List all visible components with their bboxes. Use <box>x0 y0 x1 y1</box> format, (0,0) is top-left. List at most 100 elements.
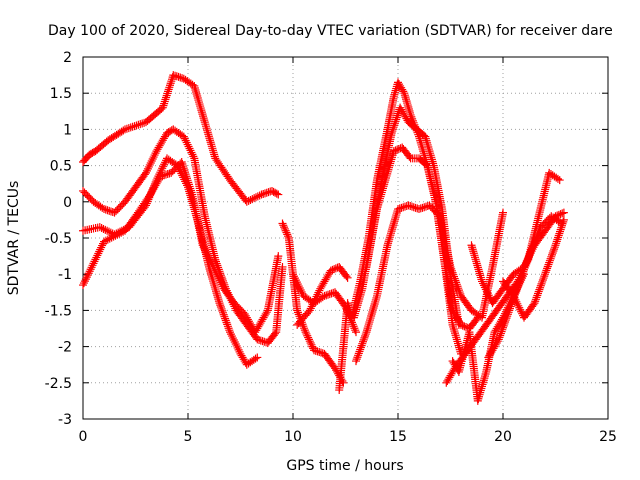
data-point <box>158 164 167 173</box>
data-points <box>79 71 568 405</box>
data-point <box>176 167 185 176</box>
data-point <box>274 190 283 199</box>
data-point <box>352 357 360 366</box>
data-point <box>180 168 189 177</box>
data-point <box>103 235 112 244</box>
data-point <box>223 322 232 331</box>
y-tick-label: 0.5 <box>50 159 72 175</box>
data-point <box>399 203 408 212</box>
data-point <box>97 243 106 252</box>
data-point <box>559 208 568 217</box>
data-point <box>535 285 544 294</box>
data-point <box>279 221 288 230</box>
data-point <box>559 215 568 224</box>
data-point <box>172 72 181 81</box>
y-tick-label: -2.5 <box>45 376 72 392</box>
data-point <box>184 180 193 189</box>
data-point <box>301 328 310 337</box>
data-point <box>458 321 467 330</box>
data-point <box>300 326 309 335</box>
data-point <box>354 349 363 358</box>
data-point <box>351 326 360 335</box>
data-point <box>232 341 241 350</box>
data-point <box>406 202 415 211</box>
data-point <box>551 241 560 250</box>
data-point <box>304 333 313 342</box>
data-point <box>353 353 362 362</box>
data-point <box>226 328 234 337</box>
data-point <box>496 329 505 338</box>
x-tick-label: 15 <box>389 429 407 445</box>
data-point <box>117 228 126 237</box>
data-point <box>146 158 155 167</box>
data-point <box>80 277 89 286</box>
data-point <box>101 236 110 245</box>
data-point <box>408 202 416 211</box>
data-point <box>156 172 165 181</box>
data-point <box>514 301 523 310</box>
data-point <box>450 272 458 281</box>
data-point <box>204 253 213 262</box>
data-point <box>388 125 397 134</box>
data-point <box>251 354 260 363</box>
data-point <box>550 243 559 252</box>
data-point <box>300 324 309 333</box>
data-point <box>554 231 563 240</box>
data-point <box>82 273 91 282</box>
data-point <box>544 260 553 269</box>
data-point <box>274 252 283 261</box>
data-point <box>553 174 562 183</box>
data-point <box>95 223 104 232</box>
data-point <box>291 276 300 285</box>
data-point <box>166 79 175 88</box>
data-point <box>136 120 145 129</box>
data-point <box>536 281 545 290</box>
data-point <box>503 312 512 321</box>
data-point <box>515 303 524 312</box>
data-point <box>313 290 322 299</box>
data-point <box>148 155 157 164</box>
data-point <box>227 332 236 341</box>
data-point <box>450 274 459 283</box>
data-point <box>419 131 428 140</box>
data-point <box>539 274 548 283</box>
data-point <box>493 337 502 346</box>
data-point <box>330 265 339 274</box>
x-axis-title: GPS time / hours <box>286 458 403 474</box>
data-point <box>350 324 359 333</box>
data-point <box>144 162 153 171</box>
data-point <box>312 292 321 301</box>
data-point <box>531 236 540 245</box>
data-point <box>306 304 315 313</box>
data-point <box>317 348 325 357</box>
data-point <box>522 260 531 269</box>
data-point <box>422 160 430 169</box>
data-point <box>294 310 303 319</box>
data-point <box>390 119 399 128</box>
data-point <box>256 336 265 345</box>
data-point <box>451 276 460 285</box>
data-point <box>343 273 352 282</box>
data-point <box>81 275 90 284</box>
data-point <box>460 322 469 331</box>
data-point <box>506 304 514 313</box>
data-point <box>297 287 306 296</box>
data-point <box>255 191 264 200</box>
data-point <box>176 73 185 82</box>
data-point <box>181 170 190 179</box>
data-point <box>86 265 95 274</box>
data-point <box>289 270 297 279</box>
data-point <box>313 347 322 356</box>
data-point <box>280 224 289 233</box>
data-point <box>352 355 361 364</box>
data-point <box>92 253 101 262</box>
data-point <box>231 339 240 348</box>
data-point <box>528 242 537 251</box>
series-trace-2 <box>79 125 287 347</box>
data-point <box>179 132 188 141</box>
data-point <box>418 203 427 212</box>
data-point <box>289 272 298 281</box>
y-tick-label: 2 <box>63 50 72 66</box>
data-point <box>552 239 561 248</box>
data-point <box>501 317 510 326</box>
